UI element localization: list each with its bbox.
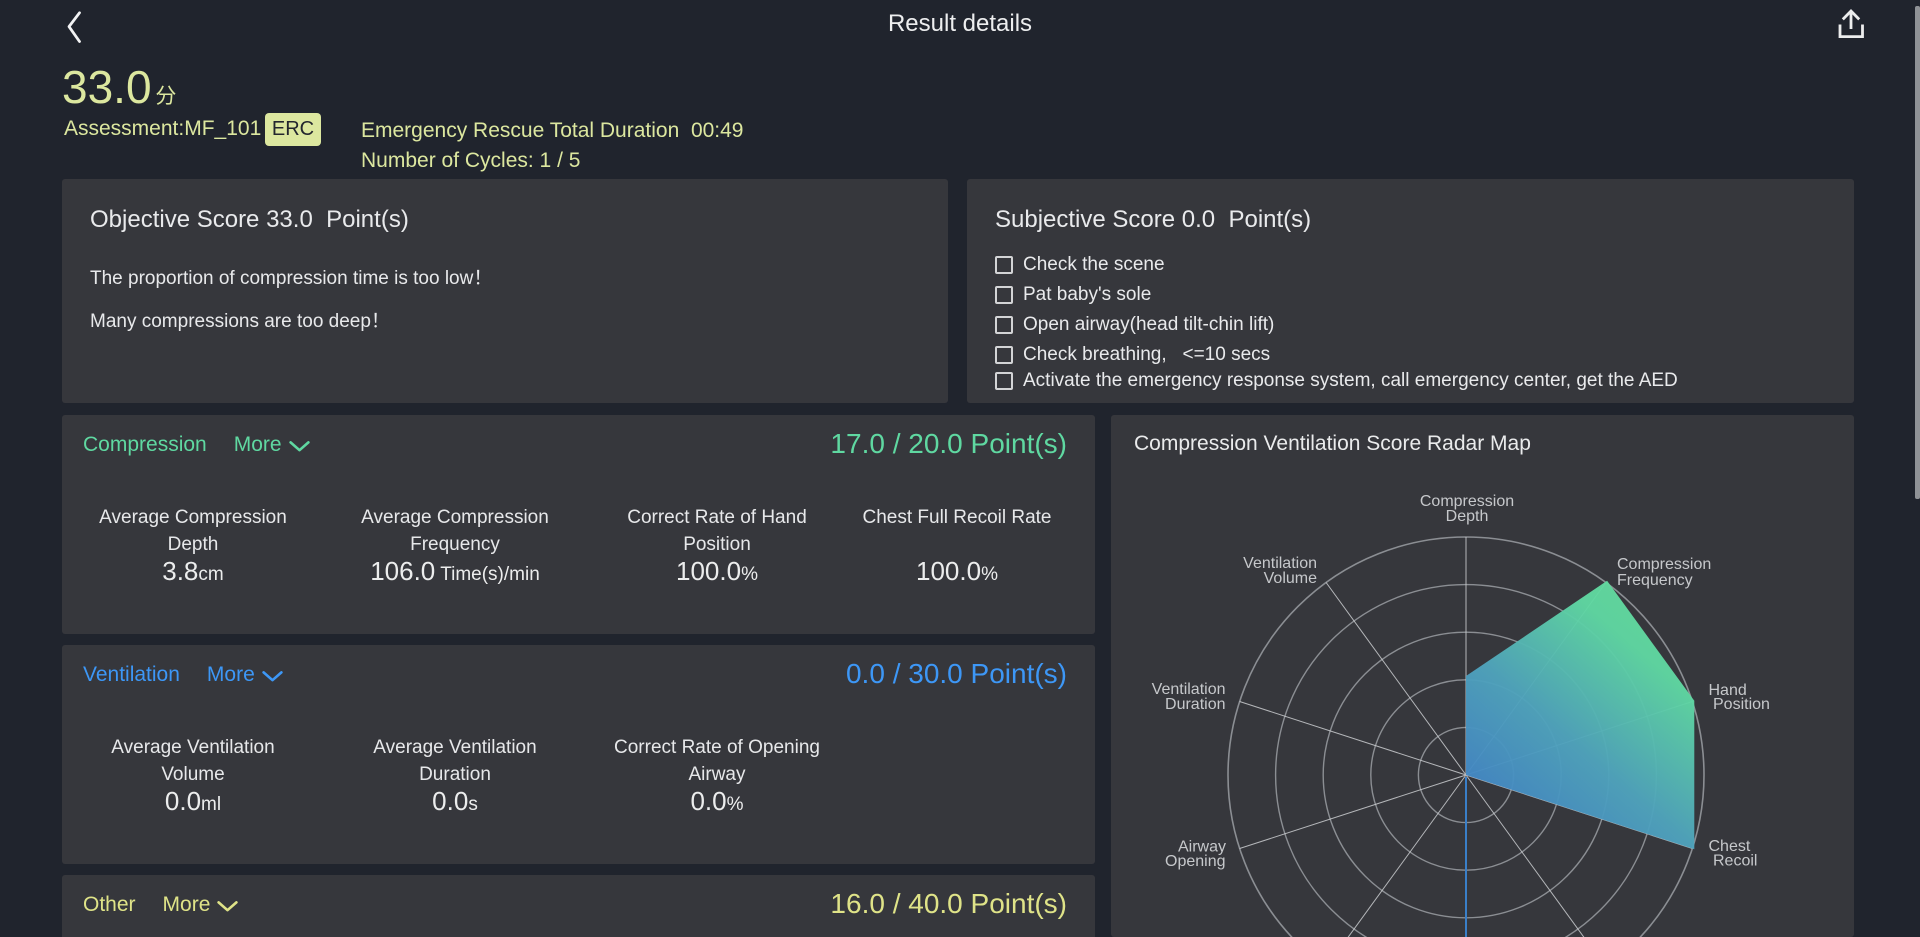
- svg-text:Airway: Airway: [1178, 839, 1226, 856]
- svg-text:Volume: Volume: [1264, 570, 1317, 587]
- svg-text:Ventilation: Ventilation: [1152, 681, 1226, 698]
- svg-text:Ventilation: Ventilation: [1243, 555, 1317, 572]
- svg-text:Compression: Compression: [1420, 493, 1514, 510]
- svg-text:Recoil: Recoil: [1713, 853, 1757, 870]
- svg-text:Compression: Compression: [1617, 556, 1711, 573]
- svg-text:Chest: Chest: [1709, 838, 1751, 855]
- svg-text:Frequency: Frequency: [1617, 572, 1693, 589]
- svg-text:Opening: Opening: [1165, 853, 1226, 870]
- svg-text:Hand: Hand: [1709, 682, 1747, 699]
- svg-text:Position: Position: [1713, 696, 1770, 713]
- svg-text:Duration: Duration: [1165, 696, 1225, 713]
- svg-text:Depth: Depth: [1446, 508, 1489, 525]
